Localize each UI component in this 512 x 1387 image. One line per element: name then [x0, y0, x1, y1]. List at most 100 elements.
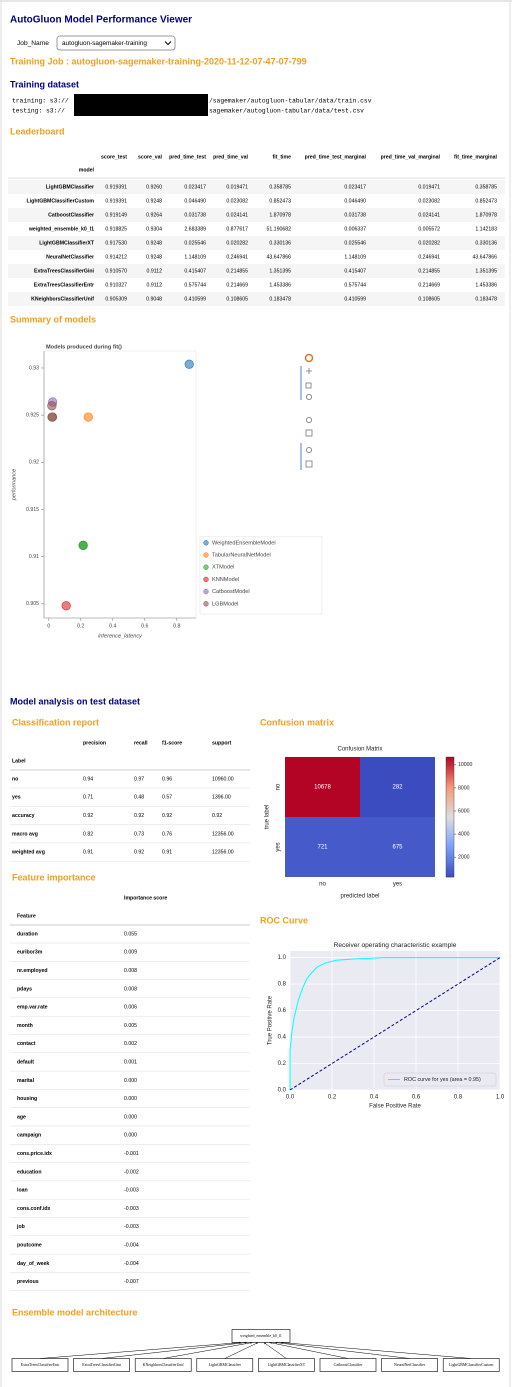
plot-toolbar[interactable] [300, 353, 314, 471]
colorbar-step [446, 819, 454, 822]
colorbar-step [446, 763, 454, 766]
row-label: euribor3m [17, 950, 43, 956]
cell: 0.000 [124, 1114, 137, 1120]
row-label: job [16, 1224, 25, 1230]
heatmap-cell [360, 757, 435, 817]
colorbar-step [446, 849, 454, 852]
cell: 0.055 [124, 931, 137, 937]
legend-label: WeightedEnsembleModel [212, 540, 276, 546]
cell: 1.870978 [475, 212, 497, 218]
cell: 0.006337 [344, 226, 366, 232]
cell: 0.96 [162, 776, 172, 782]
legend-label: KNNModel [212, 577, 239, 583]
colorbar-step [446, 869, 454, 872]
y-tick-label: 0.91 [29, 554, 39, 560]
cell: -0.004 [124, 1242, 139, 1248]
colorbar-step [446, 853, 454, 856]
chart-title: Models produced during fit() [46, 344, 122, 350]
row-label: macro avg [12, 831, 38, 837]
cell: 0.910570 [105, 268, 127, 274]
tool-help[interactable] [305, 460, 313, 468]
cell: 0.000 [124, 1078, 137, 1084]
graph-edge [224, 1342, 259, 1359]
dataset-line: testing: s3:// [12, 108, 65, 115]
cell: 0.019471 [418, 184, 440, 190]
cell: 0.9304 [146, 226, 162, 232]
node-label: ExtraTreesClassifierEntr [21, 1363, 60, 1367]
x-tick-label: no [319, 882, 326, 888]
legend-swatch [203, 601, 209, 607]
cell: 1396.00 [212, 795, 231, 801]
y-tick-label: 0.915 [26, 507, 39, 513]
colorbar-step [446, 843, 454, 846]
y-tick-label: 1.0 [278, 955, 287, 961]
row-stripe [8, 208, 505, 222]
colorbar-step [446, 875, 454, 878]
y-tick-label: 0.6 [278, 1008, 287, 1014]
y-tick-label: 0.905 [26, 601, 39, 607]
row-label: age [17, 1114, 26, 1120]
colorbar-step [446, 861, 454, 864]
colorbar-step [446, 829, 454, 832]
graph-edge [39, 1341, 242, 1359]
tool-wheel-zoom[interactable] [305, 393, 312, 400]
y-tick-label: 0.2 [278, 1061, 287, 1067]
graph-node [442, 1358, 500, 1372]
x-tick-label: 0.8 [454, 1095, 463, 1101]
row-label: KNeighborsClassifierUnif [31, 296, 94, 302]
cell: 0.92 [212, 813, 222, 819]
tool-box-zoom[interactable] [305, 382, 312, 389]
cell: 0.73 [134, 831, 144, 837]
cell: 0.9112 [147, 282, 163, 288]
cell: 0.019471 [226, 184, 248, 190]
cell: 0.91 [162, 850, 172, 856]
redaction [74, 94, 208, 116]
colorbar-step [446, 859, 454, 862]
graph-edge [263, 1342, 287, 1359]
tool-save[interactable] [305, 429, 313, 437]
select-chevron[interactable] [164, 41, 172, 46]
y-axis-label: true label [265, 805, 271, 830]
tool-reset[interactable] [305, 416, 312, 423]
cell: 0.575744 [184, 282, 206, 288]
colorbar-step [446, 815, 454, 818]
colorbar-label: 4000 [458, 831, 470, 837]
colorbar-step [446, 793, 454, 796]
cell: 0.023082 [418, 198, 440, 204]
colorbar-step [446, 807, 454, 810]
colorbar-step [446, 823, 454, 826]
colorbar-step [446, 799, 454, 802]
legend-label: CatboostModel [212, 589, 250, 595]
cell: 0.009 [124, 950, 137, 956]
row-label: LightGBMClassifierXT [39, 240, 95, 246]
graph-edge [275, 1341, 410, 1359]
y-axis-label: True Positive Rate [268, 995, 274, 1045]
node-label: KNeighborsClassifierUnif [143, 1363, 185, 1367]
y-tick-label: 0.92 [29, 460, 39, 466]
row-label: weighted avg [11, 850, 45, 856]
cell: 0.9260 [146, 184, 162, 190]
tool-hover[interactable] [305, 446, 312, 453]
select-value[interactable]: autogluon-sagemaker-training [62, 40, 147, 47]
cell: 0.919391 [105, 184, 127, 190]
colorbar-step [446, 847, 454, 850]
colorbar-step [446, 867, 454, 870]
y-tick-label: 0.8 [278, 982, 287, 988]
colorbar-step [446, 855, 454, 858]
select-box[interactable] [56, 35, 176, 51]
confusion-title: Confusion matrix [260, 717, 334, 727]
training-job: Training Job : autogluon-sagemaker-train… [10, 56, 307, 66]
row-label: month [17, 1023, 33, 1029]
colorbar-step [446, 791, 454, 794]
index-name: Feature [17, 913, 36, 919]
legend-swatch [203, 540, 209, 546]
cell: 0.877617 [226, 226, 248, 232]
colorbar-step [446, 821, 454, 824]
tool-pan[interactable] [306, 368, 312, 374]
x-tick-label: 1.0 [496, 1095, 505, 1101]
row-label: no [12, 776, 18, 782]
y-tick-label: 0.0 [278, 1088, 287, 1094]
job-select[interactable]: autogluon-sagemaker-training [56, 35, 176, 51]
cell: 0.024141 [418, 212, 440, 218]
cell: 51.190682 [266, 226, 291, 232]
